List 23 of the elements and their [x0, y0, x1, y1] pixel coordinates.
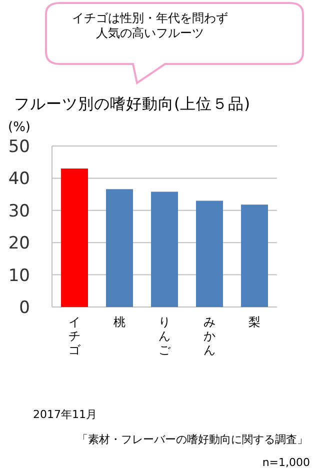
text: n=1,000	[262, 456, 310, 469]
x-tick-label: みかん	[204, 315, 216, 357]
y-axis-title: (%)	[8, 120, 30, 135]
text: 人気の高いフルーツ	[96, 26, 204, 40]
bar	[241, 204, 268, 307]
y-tick-label: 20	[8, 234, 30, 254]
bar	[61, 168, 88, 307]
text: 「素材・フレーバーの嗜好動向に関する調査」	[77, 433, 308, 446]
bar	[151, 192, 178, 307]
x-tick-label: 梨	[248, 315, 260, 329]
y-tick-label: 30	[8, 201, 30, 222]
chart-title: フルーツ別の嗜好動向(上位５品)	[14, 95, 250, 113]
x-tick-label: りんご	[158, 315, 172, 357]
x-tick-label: イチゴ	[68, 315, 82, 357]
y-tick-label: 0	[19, 298, 30, 318]
bar	[196, 200, 223, 307]
x-tick-label: 桃	[114, 315, 126, 329]
text: イチゴは性別・年代を問わず	[72, 11, 228, 25]
y-tick-label: 10	[8, 266, 30, 286]
y-tick-label: 50	[8, 137, 30, 157]
y-tick-label: 40	[8, 169, 30, 190]
bar	[106, 189, 133, 307]
text: 2017年11月	[33, 408, 97, 421]
